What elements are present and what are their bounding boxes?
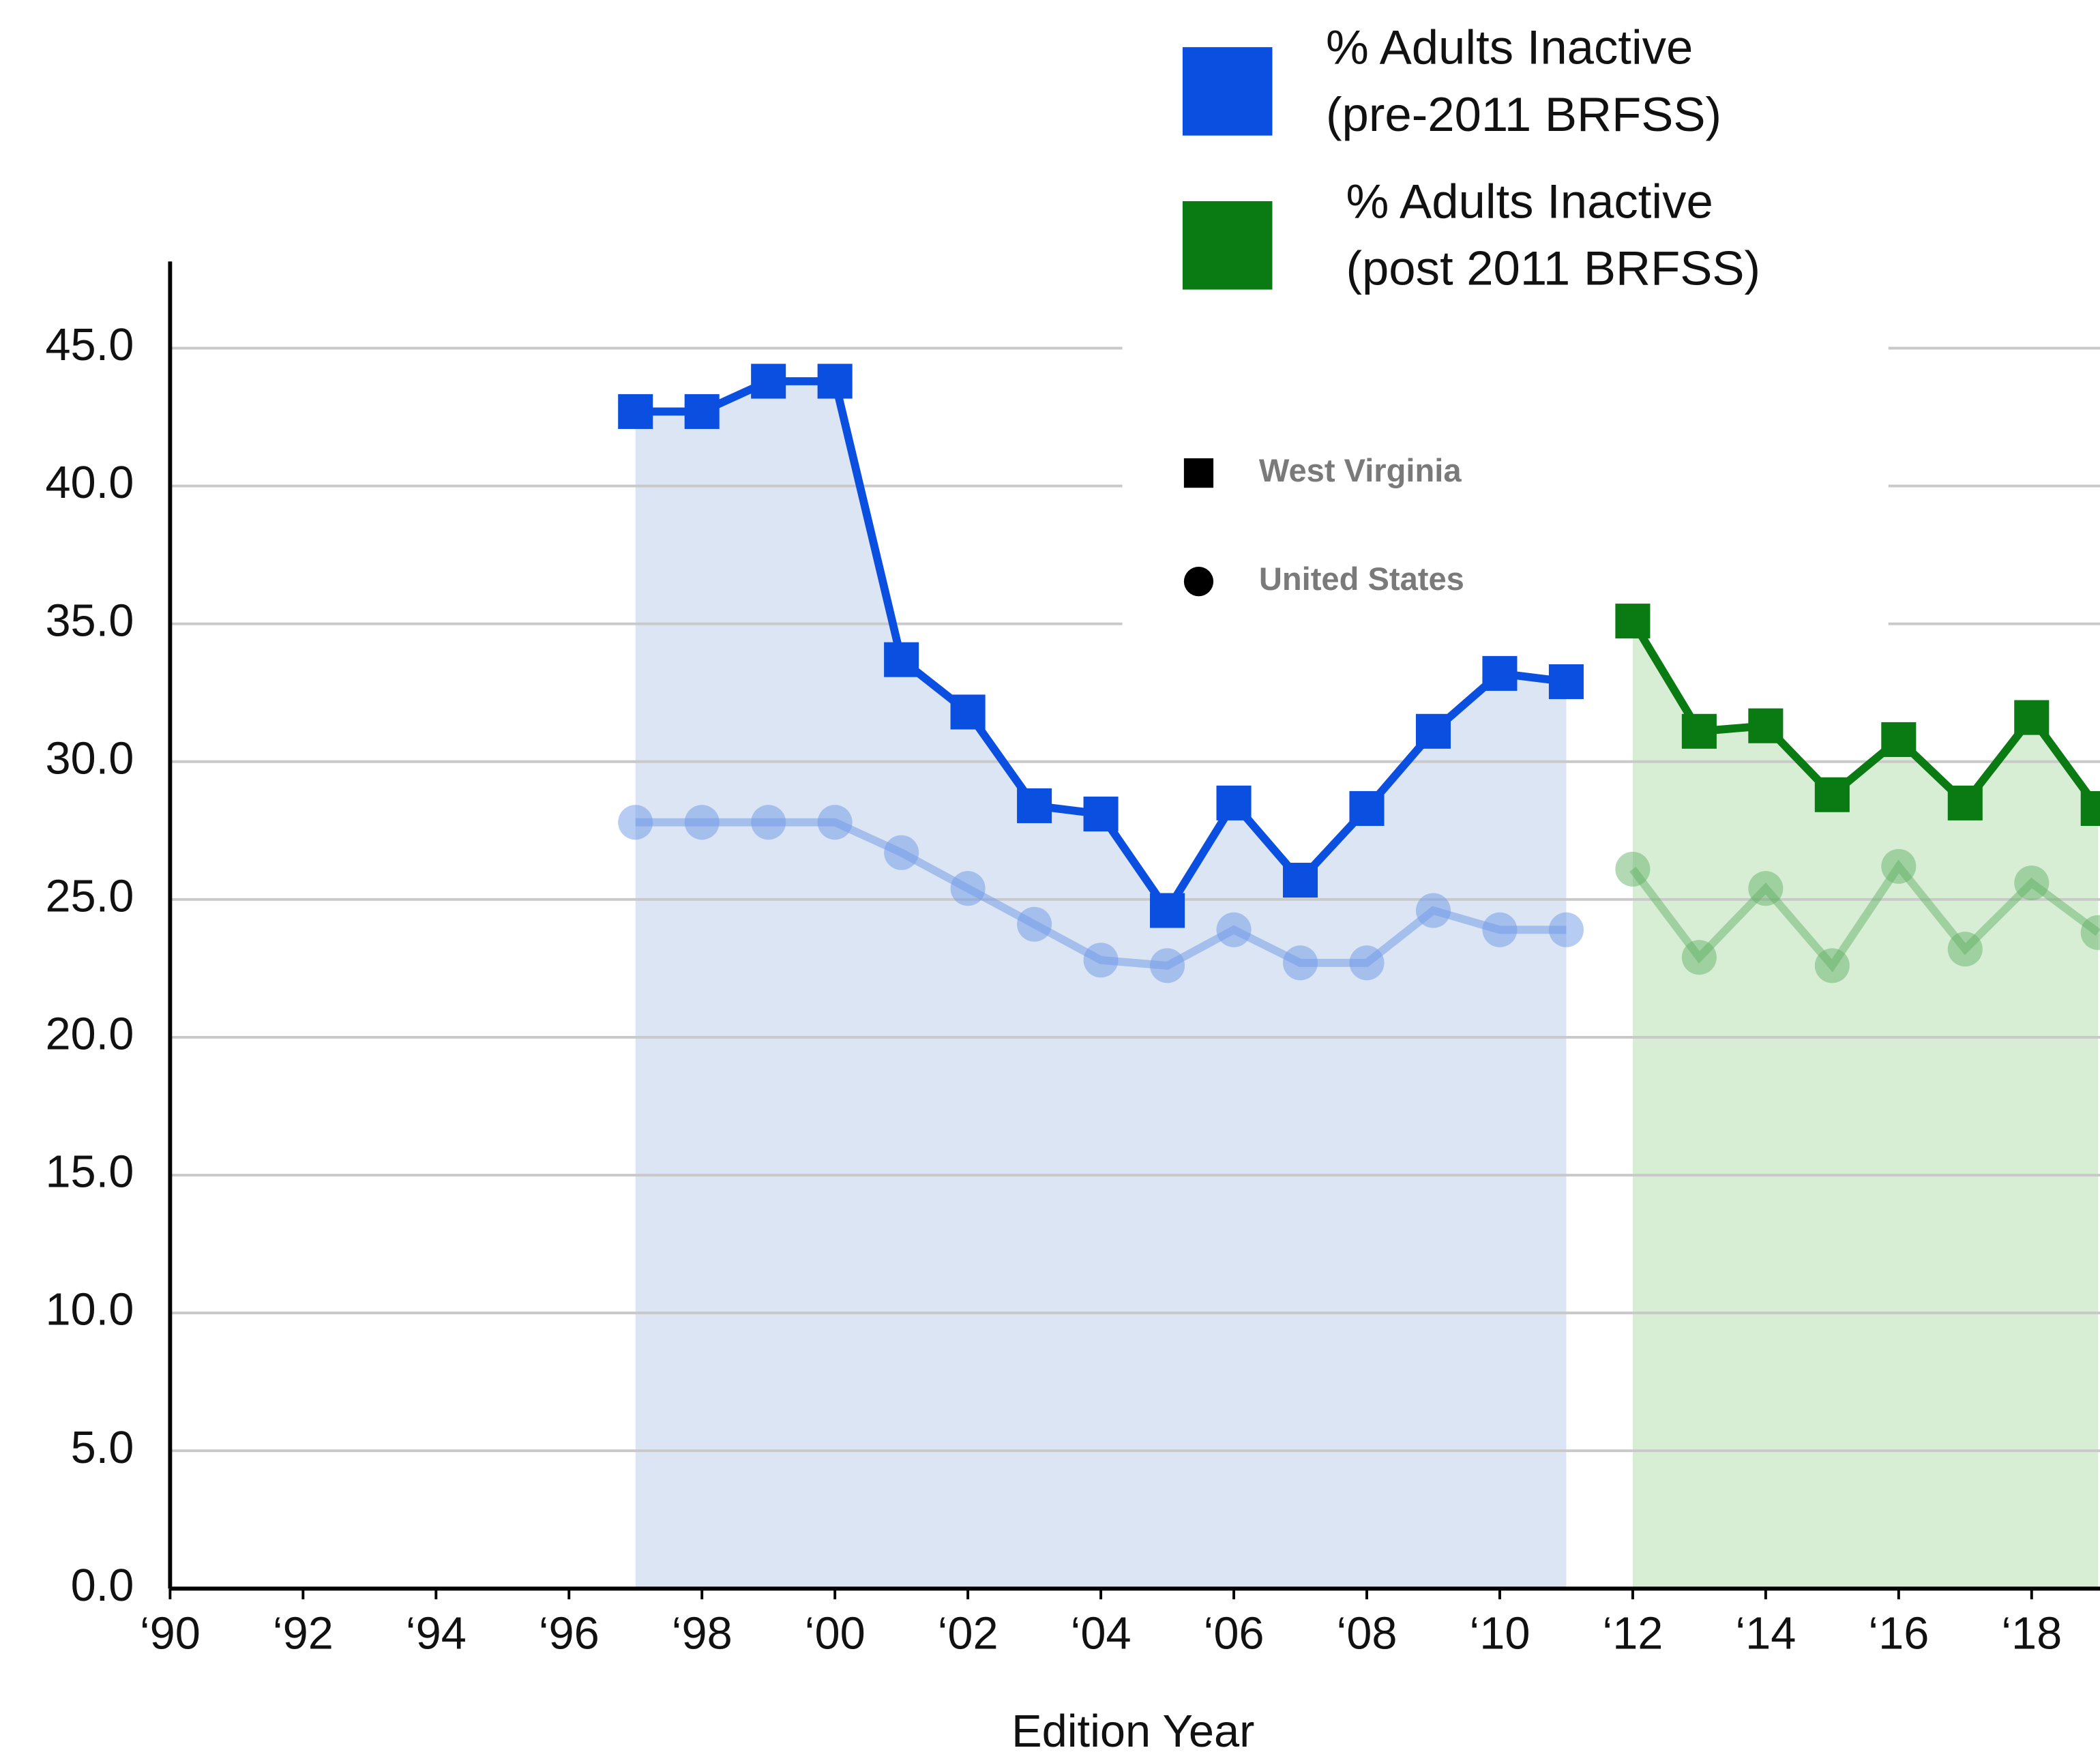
point (618, 394, 653, 429)
point (950, 871, 986, 906)
x-tick-label: ‘94 (406, 1609, 467, 1659)
x-tick-label: ‘96 (539, 1609, 600, 1659)
x-tick-label: ‘18 (2001, 1609, 2062, 1659)
point (884, 835, 919, 870)
point (817, 805, 853, 840)
x-axis-label: Edition Year (1011, 1706, 1254, 1757)
point (1216, 912, 1252, 947)
point (1615, 851, 1651, 887)
legend-label: (pre-2011 BRFSS) (1326, 87, 1721, 141)
point (684, 394, 720, 429)
point (1548, 664, 1584, 700)
y-tick-label: 15.0 (45, 1147, 134, 1198)
point (1083, 943, 1119, 978)
x-tick-label: ‘92 (273, 1609, 334, 1659)
y-tick-label: 25.0 (45, 871, 134, 921)
x-tick-label: ‘10 (1469, 1609, 1530, 1659)
point (1017, 906, 1052, 942)
point (1415, 713, 1451, 749)
point (1548, 912, 1584, 947)
x-tick-label: ‘14 (1735, 1609, 1796, 1659)
point (2080, 790, 2100, 826)
y-tick-label: 40.0 (45, 458, 134, 508)
point (1482, 655, 1518, 691)
legend-marker (1183, 458, 1214, 488)
area (635, 381, 1567, 1589)
point (1349, 945, 1385, 981)
y-tick-label: 30.0 (45, 733, 134, 784)
point (1681, 713, 1717, 749)
point (1748, 871, 1784, 906)
y-tick-label: 35.0 (45, 595, 134, 646)
x-tick-label: ‘04 (1071, 1609, 1132, 1659)
point (618, 805, 653, 840)
legend-label: % Adults Inactive (1326, 20, 1693, 74)
point (1150, 948, 1185, 983)
x-tick-label: ‘00 (805, 1609, 866, 1659)
legend-label: United States (1259, 561, 1464, 597)
point (1814, 777, 1850, 812)
x-tick-label: ‘02 (938, 1609, 999, 1659)
point (884, 642, 919, 677)
point (950, 694, 986, 730)
point (1814, 948, 1850, 983)
point (1681, 940, 1717, 975)
point (1150, 893, 1185, 928)
y-tick-label: 0.0 (71, 1560, 134, 1611)
legend-label: (post 2011 BRFSS) (1346, 241, 1760, 295)
point (1282, 945, 1318, 981)
point (1083, 797, 1119, 832)
legend-swatch (1182, 201, 1273, 290)
x-tick-label: ‘12 (1602, 1609, 1663, 1659)
legend-label: West Virginia (1259, 452, 1462, 488)
y-tick-label: 10.0 (45, 1285, 134, 1335)
legend-label: % Adults Inactive (1346, 175, 1713, 228)
area (1632, 621, 2099, 1589)
point (684, 805, 720, 840)
point (817, 364, 853, 399)
legend-swatch (1182, 47, 1273, 136)
point (1482, 912, 1518, 947)
x-tick-label: ‘06 (1203, 1609, 1264, 1659)
x-tick-label: ‘98 (672, 1609, 733, 1659)
point (1881, 722, 1917, 757)
point (1881, 848, 1917, 884)
point (751, 364, 786, 399)
point (1282, 863, 1318, 898)
x-tick-label: ‘90 (140, 1609, 201, 1659)
point (2014, 700, 2050, 735)
point (2014, 865, 2050, 901)
x-tick-label: ‘16 (1868, 1609, 1929, 1659)
y-tick-label: 45.0 (45, 320, 134, 370)
legend-marker (1183, 567, 1214, 597)
point (1415, 893, 1451, 928)
point (1615, 604, 1651, 639)
x-tick-label: ‘08 (1336, 1609, 1397, 1659)
y-tick-label: 5.0 (71, 1423, 134, 1473)
y-tick-label: 20.0 (45, 1009, 134, 1060)
point (1947, 932, 1983, 967)
point (1748, 708, 1784, 743)
point (1349, 790, 1385, 826)
point (2080, 915, 2100, 950)
point (751, 805, 786, 840)
point (1947, 785, 1983, 820)
point (1216, 785, 1252, 820)
point (1017, 788, 1052, 823)
